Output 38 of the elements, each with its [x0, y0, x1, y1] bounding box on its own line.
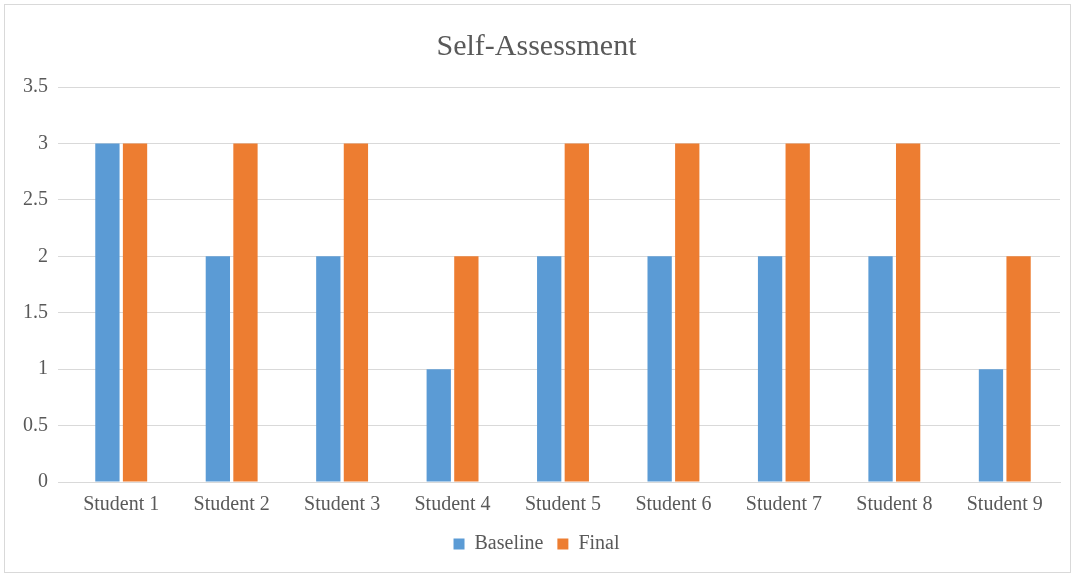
bar	[978, 369, 1004, 482]
x-tick-label: Student 3	[304, 492, 381, 515]
bar	[564, 143, 589, 482]
bar	[785, 143, 810, 482]
x-tick-label: Student 7	[745, 492, 822, 515]
y-tick-label: 0	[38, 469, 48, 492]
bar	[454, 256, 479, 482]
bar	[426, 369, 451, 482]
bar	[895, 143, 921, 482]
x-tick-label: Student 6	[635, 492, 712, 515]
y-tick-label: 0.5	[23, 412, 48, 435]
bar	[647, 256, 672, 482]
y-tick-label: 3.5	[23, 74, 48, 97]
bar	[95, 143, 120, 482]
x-tick-label: Student 2	[193, 492, 270, 515]
chart-title: Self-Assessment	[436, 27, 638, 61]
y-tick-label: 3	[38, 130, 48, 153]
legend-label: Baseline	[474, 531, 544, 554]
y-tick-label: 1	[38, 356, 48, 379]
bar	[757, 256, 783, 482]
bar	[868, 256, 893, 482]
x-tick-label: Student 9	[966, 492, 1043, 515]
bar	[122, 143, 148, 482]
bar	[1006, 256, 1031, 482]
bar	[205, 256, 231, 482]
y-tick-label: 2	[38, 243, 48, 266]
legend-label: Final	[578, 531, 620, 554]
bar	[343, 143, 369, 482]
x-tick-label: Student 8	[856, 492, 933, 515]
bar	[537, 256, 562, 482]
x-tick-label: Student 5	[524, 492, 602, 515]
bar	[316, 256, 341, 482]
bar	[233, 143, 258, 482]
x-tick-label: Student 1	[83, 492, 160, 515]
y-tick-label: 2.5	[23, 187, 48, 210]
x-tick-label: Student 4	[414, 492, 491, 515]
y-tick-label: 1.5	[23, 299, 48, 322]
bar	[675, 143, 700, 482]
